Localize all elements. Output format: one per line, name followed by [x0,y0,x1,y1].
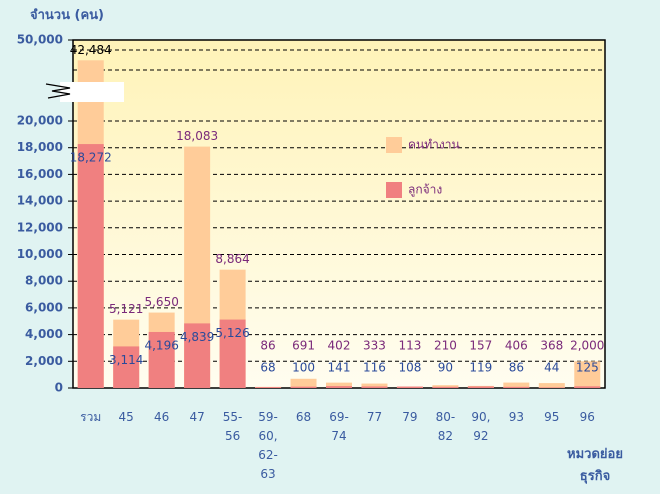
y-tick-label: 10,000 [17,247,63,261]
value-label: 691 [292,339,315,353]
bar [361,383,388,388]
y-tick-label: 6,000 [25,300,63,314]
x-tick-label: 59-60, 62-63 [258,410,278,481]
value-label: 157 [469,339,492,353]
bar [77,144,104,388]
value-label: 5,121 [109,302,143,316]
bar [113,346,140,388]
value-label: 333 [363,339,386,353]
value-label: 2,000 [570,339,604,353]
value-label: 210 [434,339,457,353]
x-tick-label: 46 [154,410,170,424]
legend-swatch [386,137,402,153]
y-tick-label: 16,000 [17,167,63,181]
x-tick-label: 47 [189,410,205,424]
axis-break-mark [45,83,71,99]
y-tick-label: 14,000 [17,194,63,208]
x-tick-label: 96 [579,410,595,424]
value-label: 113 [398,339,421,353]
y-tick-label: 2,000 [25,354,63,368]
value-label: 18,272 [70,151,112,165]
bar [503,386,530,388]
value-label: 5,650 [144,295,178,309]
x-tick-label: 55-56 [222,410,243,443]
x-tick-label: 77 [366,410,383,424]
axis-break [60,82,124,102]
legend-label: ลูกจ้าง [408,183,442,198]
value-label: 3,114 [109,353,143,367]
bar [538,387,565,388]
value-label: 42,484 [70,43,112,57]
x-tick-label: 79 [402,410,418,424]
x-tick-label: 93 [508,410,524,424]
value-label: 100 [292,361,315,375]
x-tick-label: 69-74 [329,410,349,443]
bar [361,386,388,388]
y-tick-label: 8,000 [25,274,63,288]
bar [255,387,282,388]
y-tick-label: 0 [55,381,63,395]
bar [432,385,459,388]
x-tick-label: 90, 92 [471,410,491,443]
value-label: 119 [469,361,492,375]
bar [467,386,494,388]
value-label: 68 [260,361,275,375]
y-axis-label: จำนวน (คน) [30,8,104,23]
legend-swatch [386,182,402,198]
y-tick-label: 12,000 [17,220,63,234]
value-label: 125 [576,361,599,375]
y-tick-label: 50,000 [17,33,63,47]
legend-label: คนทำงาน [408,138,460,152]
x-tick-label: 45 [118,410,134,424]
value-label: 108 [398,361,421,375]
value-label: 18,083 [176,129,218,143]
y-tick-label: 4,000 [25,327,63,341]
x-tick-label: 80-82 [435,410,456,443]
bar [538,383,565,388]
value-label: 4,839 [180,330,214,344]
bar [574,386,601,388]
value-label: 141 [328,361,351,375]
value-label: 90 [438,361,453,375]
value-label: 402 [328,339,351,353]
value-label: 86 [509,361,524,375]
value-label: 368 [540,339,563,353]
bar [432,386,459,388]
bar [326,382,352,388]
value-label: 8,864 [215,252,249,266]
bar [219,319,246,388]
x-tick-label: 68 [295,410,312,424]
x-tick-label: รวม [80,410,102,424]
bar [184,323,211,388]
value-label: 5,126 [215,326,249,340]
y-tick-label: 20,000 [17,114,63,128]
value-label: 44 [544,361,559,375]
bar [290,386,317,388]
bar [574,361,601,388]
bar [326,386,352,388]
bar [290,378,317,388]
x-axis-label: หมวดย่อย ธุรกิจ [567,447,623,484]
bar [503,382,530,388]
value-label: 86 [260,339,275,353]
value-label: 4,196 [144,338,178,352]
bar [396,386,423,388]
value-label: 116 [363,361,386,375]
y-tick-label: 18,000 [17,140,63,154]
bar [148,331,175,388]
value-label: 406 [505,339,528,353]
x-tick-label: 95 [544,410,560,424]
